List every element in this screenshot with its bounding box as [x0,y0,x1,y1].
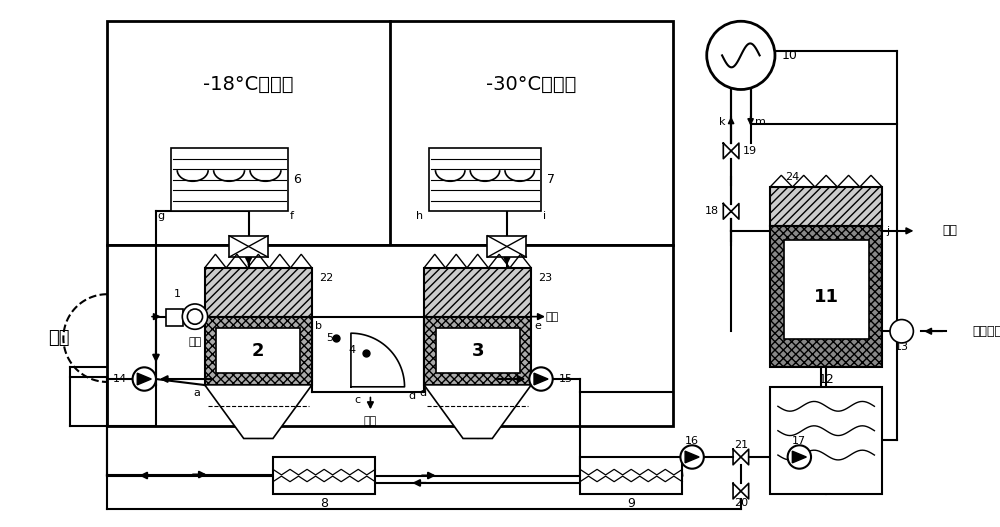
Text: -30°C冻结间: -30°C冻结间 [486,75,576,94]
Bar [436,328,520,373]
Text: 18: 18 [705,207,719,217]
Text: 3: 3 [471,341,484,360]
Text: 送风: 送风 [546,311,559,321]
Bar [429,148,541,211]
Text: g: g [158,211,165,221]
Circle shape [133,367,156,391]
Bar [770,226,882,367]
Bar [770,387,882,494]
Text: 8: 8 [320,497,328,510]
Bar [171,148,288,211]
Text: 9: 9 [627,497,635,510]
Circle shape [788,445,811,469]
Text: f: f [290,211,294,221]
Bar [424,317,531,385]
Text: -18°C冷藏间: -18°C冷藏间 [203,75,294,94]
Polygon shape [685,451,699,463]
Text: j: j [886,226,889,236]
Text: d: d [419,388,426,398]
Text: 13: 13 [895,342,909,352]
Text: 23: 23 [538,273,552,283]
Text: 2: 2 [252,341,265,360]
Circle shape [707,21,775,90]
Polygon shape [424,385,531,438]
Text: 室外空气: 室外空气 [972,325,1000,338]
Text: 6: 6 [293,173,301,186]
Polygon shape [792,451,806,463]
Text: 17: 17 [792,436,806,446]
Bar [784,240,869,339]
Text: 24: 24 [785,172,799,182]
Circle shape [680,445,704,469]
Bar [107,21,673,246]
Text: b: b [315,321,322,331]
Bar [166,309,183,326]
Text: 19: 19 [743,146,757,156]
Polygon shape [137,373,151,385]
Text: e: e [534,321,541,331]
Text: 7: 7 [547,173,555,186]
Bar [216,328,300,373]
Text: m: m [755,116,765,126]
Text: k: k [719,116,725,126]
Bar [107,246,673,426]
Bar [770,187,882,226]
Text: h: h [416,211,423,221]
Polygon shape [205,385,312,438]
Text: 送风: 送风 [364,416,377,426]
Text: 16: 16 [685,436,699,446]
Text: 1: 1 [174,289,181,299]
Text: 4: 4 [349,345,356,355]
Bar [424,268,531,317]
Text: a: a [193,388,200,398]
Text: 穿堂: 穿堂 [48,329,69,347]
Text: 排气: 排气 [943,225,958,237]
Bar [205,268,312,317]
Bar [580,457,682,494]
Polygon shape [534,373,548,385]
Text: 22: 22 [319,273,333,283]
Text: 15: 15 [559,374,573,384]
Text: 11: 11 [814,288,839,306]
Bar [273,457,375,494]
Text: 5: 5 [326,333,333,343]
Circle shape [182,304,208,329]
Text: 20: 20 [734,498,748,508]
Text: c: c [355,395,361,405]
Text: 21: 21 [734,440,748,450]
Text: 10: 10 [782,49,798,62]
Text: d: d [408,391,416,401]
Bar [229,236,268,257]
Text: i: i [543,211,546,221]
Circle shape [529,367,553,391]
Circle shape [890,319,913,343]
Bar [487,236,526,257]
Text: 14: 14 [113,374,127,384]
Text: 进风: 进风 [188,337,202,347]
Text: 12: 12 [818,373,834,386]
Bar [205,317,312,385]
